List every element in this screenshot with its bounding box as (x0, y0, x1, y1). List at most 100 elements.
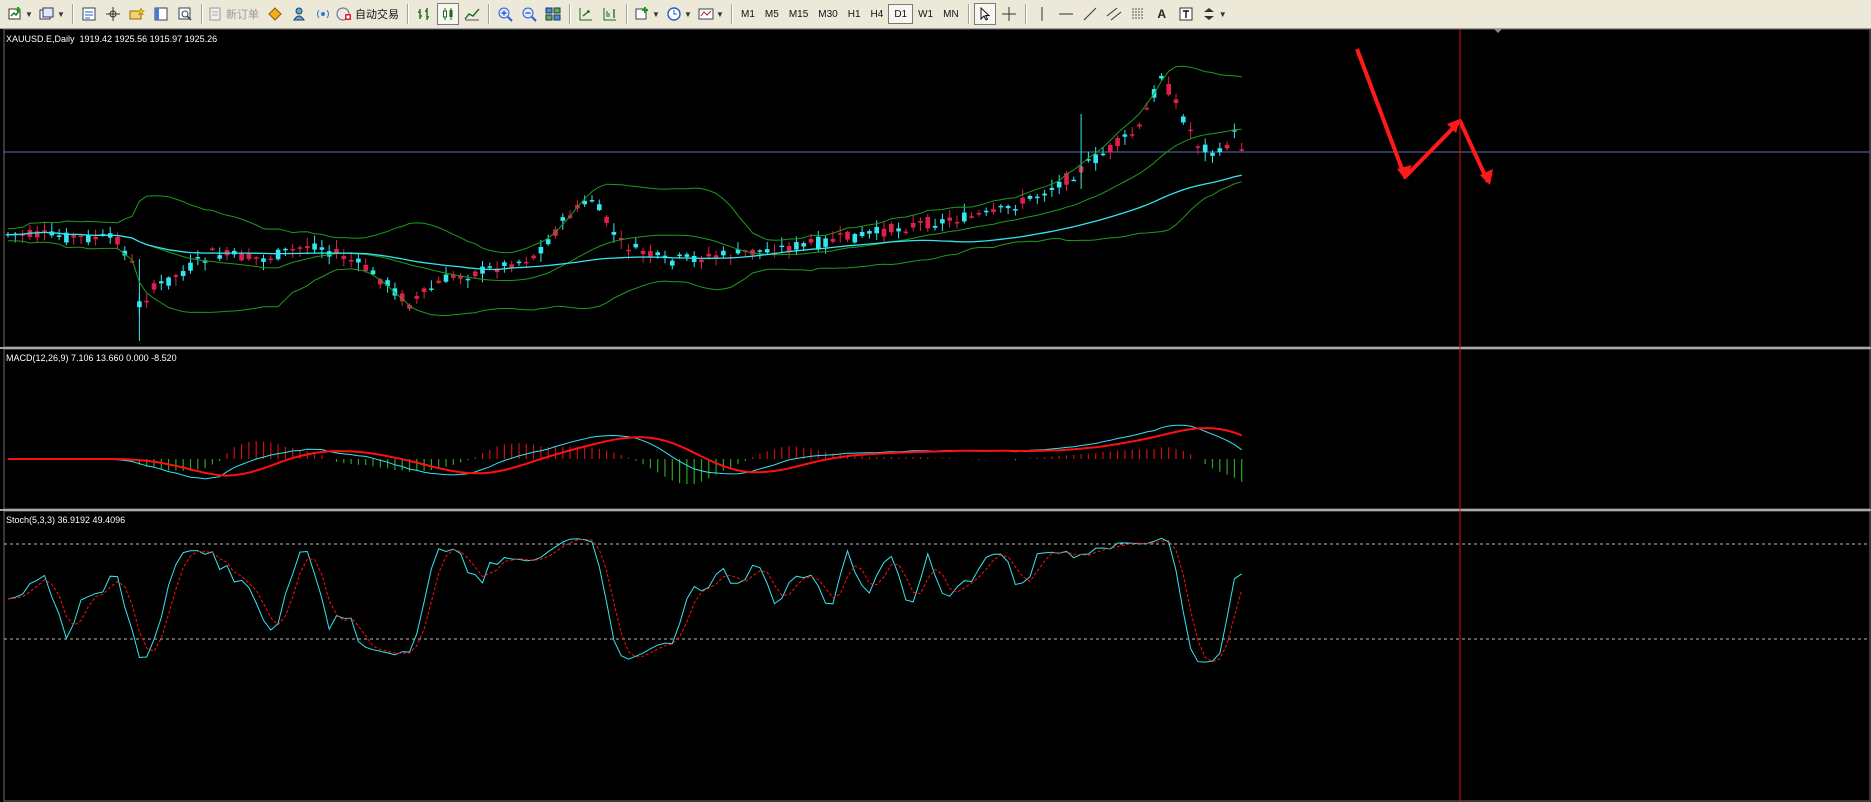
candle-body (932, 225, 938, 228)
autoscroll-button[interactable] (575, 3, 597, 25)
candle-body (684, 254, 690, 257)
timeframe-group: M1 M5 M15 M30 H1 H4 D1 W1 MN (736, 4, 964, 24)
bar-chart-button[interactable] (413, 3, 435, 25)
cursor-tool-button[interactable] (973, 3, 996, 25)
auto-trading-button[interactable]: 自动交易 (336, 3, 402, 25)
arrowhead-icon (1397, 165, 1412, 179)
text-tool-button[interactable]: A (1151, 3, 1173, 25)
stochastic-label: Stoch(5,3,3) 36.9192 49.4096 (6, 515, 126, 525)
candle-body (545, 239, 551, 245)
arrows-icon (1203, 8, 1214, 20)
data-window-button[interactable] (102, 3, 124, 25)
timeframe-mn-button[interactable]: MN (943, 8, 959, 20)
candle-body (655, 252, 660, 256)
timeframe-m5-button[interactable]: M5 (764, 8, 779, 20)
navigator-button[interactable] (126, 3, 148, 25)
chart-window[interactable]: XAUUSD.E,Daily 1919.42 1925.56 1915.97 1… (0, 29, 1871, 802)
candle-body (896, 228, 901, 232)
candle-body (648, 251, 653, 257)
candle-body (217, 255, 222, 259)
candle-body (64, 232, 69, 243)
timeframe-h4-button[interactable]: H4 (870, 8, 884, 20)
candle-body (713, 255, 719, 258)
candle-body (253, 257, 259, 259)
timeframe-m30-button[interactable]: M30 (818, 8, 838, 20)
candle-body (93, 236, 98, 240)
candle-body (1181, 116, 1186, 123)
candle-body (1210, 152, 1215, 156)
candle-body (626, 249, 631, 252)
candle-body (735, 249, 741, 254)
price-chart-canvas[interactable] (0, 29, 1871, 802)
candle-body (392, 288, 398, 296)
fibonacci-button[interactable] (1127, 3, 1149, 25)
text-label-button[interactable] (1175, 3, 1197, 25)
zoom-out-icon (522, 7, 537, 22)
vertical-line-button[interactable] (1031, 3, 1053, 25)
market-button[interactable] (312, 3, 334, 25)
candle-body (297, 247, 303, 249)
signals-button[interactable] (288, 3, 310, 25)
candle-body (1195, 146, 1201, 148)
candle-body (611, 231, 617, 235)
candlestick-chart-button[interactable] (437, 3, 459, 25)
vertical-line-icon (1041, 7, 1043, 21)
toolbar-separator (72, 4, 73, 24)
toolbar-separator (626, 4, 627, 24)
new-chart-button[interactable]: ▼ (5, 3, 35, 25)
candle-body (823, 238, 828, 247)
horizontal-line-button[interactable] (1055, 3, 1077, 25)
crosshair-tool-button[interactable] (998, 3, 1020, 25)
indicators-icon (635, 7, 649, 20)
candle-body (903, 231, 909, 234)
toolbar-separator (967, 4, 969, 24)
trendline-button[interactable] (1079, 3, 1101, 25)
candle-body (312, 243, 317, 250)
terminal-button[interactable] (150, 3, 172, 25)
timeframe-h1-button[interactable]: H1 (847, 8, 861, 20)
tile-windows-button[interactable] (542, 3, 564, 25)
strategy-tester-button[interactable] (174, 3, 196, 25)
diamond-icon (268, 7, 282, 21)
fibonacci-icon (1131, 8, 1144, 19)
zoom-out-button[interactable] (518, 3, 540, 25)
candle-body (910, 222, 916, 228)
cursor-arrow-icon (980, 6, 990, 21)
bar-chart-icon (418, 8, 429, 20)
new-chart-icon (8, 7, 21, 20)
periods-button[interactable]: ▼ (664, 3, 694, 25)
arrowhead-icon (1447, 119, 1460, 133)
candle-body (334, 248, 339, 254)
stochastic-signal-line (7, 538, 1243, 663)
chart-shift-button[interactable] (599, 3, 621, 25)
market-watch-button[interactable] (78, 3, 100, 25)
new-order-button[interactable]: 新订单 (207, 3, 262, 25)
profiles-button[interactable]: ▼ (37, 3, 67, 25)
indicators-button[interactable]: ▼ (632, 3, 662, 25)
candle-body (341, 256, 347, 260)
timeframe-m1-button[interactable]: M1 (741, 8, 755, 20)
candle-body (1049, 187, 1055, 191)
candle-body (976, 213, 982, 215)
market-watch-icon (82, 7, 96, 21)
timeframe-w1-button[interactable]: W1 (918, 8, 934, 20)
template-icon (698, 8, 714, 20)
timeframe-m15-button[interactable]: M15 (788, 8, 809, 20)
candle-body (1071, 179, 1077, 182)
arrows-button[interactable]: ▼ (1199, 3, 1229, 25)
timeframe-d1-button[interactable]: D1 (888, 4, 914, 24)
stochastic-main-line (7, 537, 1242, 663)
candle-body (859, 231, 865, 237)
zoom-in-button[interactable] (494, 3, 516, 25)
candle-body (633, 243, 639, 248)
templates-button[interactable]: ▼ (696, 3, 726, 25)
line-chart-button[interactable] (461, 3, 483, 25)
text-a-icon: A (1157, 7, 1166, 21)
metaeditor-button[interactable] (264, 3, 286, 25)
candle-body (677, 254, 682, 257)
candle-body (874, 226, 879, 234)
candle-body (1027, 195, 1033, 199)
candle-body (348, 259, 354, 262)
equidistant-channel-button[interactable] (1103, 3, 1125, 25)
candle-body (1042, 193, 1047, 196)
